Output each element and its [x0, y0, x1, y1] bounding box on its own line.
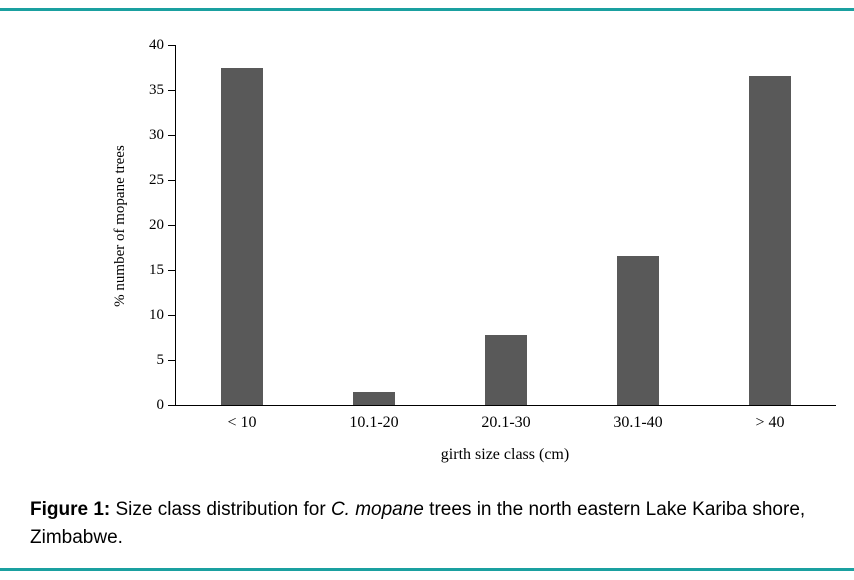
figure-label: Figure 1: — [30, 499, 111, 520]
y-tick-label: 40 — [149, 37, 164, 53]
x-tick-label: < 10 — [227, 414, 257, 431]
y-tick-label: 10 — [149, 307, 164, 323]
x-axis-title: girth size class (cm) — [440, 446, 570, 463]
bar — [221, 68, 263, 405]
bar-chart: % number of mopane trees 0 5 10 15 20 25 30 35 4… — [110, 30, 850, 463]
x-tick-label: 30.1-40 — [613, 414, 663, 431]
y-axis-tick — [168, 404, 176, 406]
y-axis-tick — [168, 224, 176, 226]
bar — [749, 75, 791, 405]
y-tick-label: 35 — [149, 82, 164, 98]
x-tick-label: 10.1-20 — [349, 414, 399, 431]
bar — [353, 391, 395, 405]
top-divider — [0, 8, 854, 11]
y-tick-label: 20 — [149, 217, 164, 233]
caption-text: Size class distribution for — [110, 499, 331, 520]
bar — [485, 334, 527, 405]
x-tick-label: 20.1-30 — [481, 414, 531, 431]
bar — [617, 255, 659, 405]
y-tick-label: 15 — [149, 262, 164, 278]
x-tick-label: > 40 — [755, 414, 785, 431]
species-name: C. mopane — [330, 499, 424, 520]
y-axis-tick — [168, 44, 176, 46]
plot-area: 0 5 10 15 20 25 30 35 40 < 10 10.1-20 20.1-30 30.1-4… — [149, 37, 836, 431]
y-axis-tick — [168, 269, 176, 271]
y-axis-tick — [168, 314, 176, 316]
y-tick-label: 0 — [156, 397, 165, 413]
y-tick-label: 5 — [156, 352, 165, 368]
y-tick-label: 30 — [149, 127, 164, 143]
figure-caption: Figure 1: Size class distribution for C.… — [30, 496, 810, 551]
y-axis-tick — [168, 89, 176, 91]
caption-text: trees in the north eastern Lake Kariba s… — [30, 499, 806, 548]
bottom-divider — [0, 568, 854, 571]
y-axis-tick — [168, 359, 176, 361]
y-axis-tick — [168, 179, 176, 181]
y-axis-tick — [168, 134, 176, 136]
y-tick-label: 25 — [149, 172, 164, 188]
